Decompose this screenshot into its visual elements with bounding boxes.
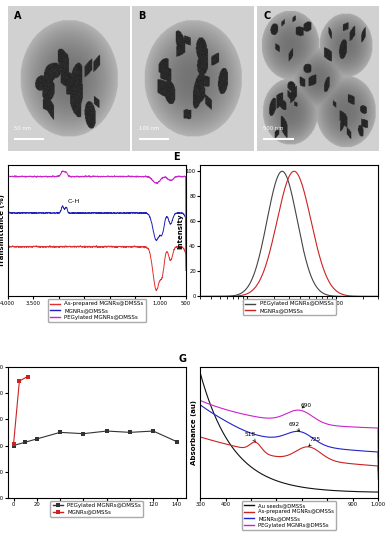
Legend: PEGylated MGNRs@DMSSs, MGNRs@DMSSs: PEGylated MGNRs@DMSSs, MGNRs@DMSSs bbox=[51, 501, 143, 517]
X-axis label: Time (h): Time (h) bbox=[80, 510, 113, 516]
Text: 725: 725 bbox=[309, 437, 320, 446]
Text: C–H: C–H bbox=[68, 199, 80, 204]
Y-axis label: Intensity: Intensity bbox=[177, 213, 183, 249]
Text: 690: 690 bbox=[300, 403, 311, 408]
Text: E: E bbox=[173, 152, 180, 162]
Text: C: C bbox=[263, 11, 271, 21]
Text: 500 nm: 500 nm bbox=[263, 126, 284, 130]
Text: B: B bbox=[139, 11, 146, 21]
X-axis label: Particle size (nm): Particle size (nm) bbox=[254, 309, 324, 314]
Text: 100 nm: 100 nm bbox=[139, 126, 159, 130]
Text: A: A bbox=[14, 11, 21, 21]
Y-axis label: Absorbance (au): Absorbance (au) bbox=[191, 400, 197, 465]
X-axis label: Wavelength (nm): Wavelength (nm) bbox=[255, 510, 323, 516]
Text: 692: 692 bbox=[289, 422, 300, 431]
Legend: As-prepared MGNRs@DMSSs, MGNRs@DMSSs, PEGylated MGNRs@DMSSs: As-prepared MGNRs@DMSSs, MGNRs@DMSSs, PE… bbox=[48, 299, 146, 322]
Legend: PEGylated MGNRs@DMSSs, MGNRs@DMSSs: PEGylated MGNRs@DMSSs, MGNRs@DMSSs bbox=[243, 299, 335, 315]
Y-axis label: Transmittance (%): Transmittance (%) bbox=[0, 194, 5, 267]
Text: G: G bbox=[179, 354, 187, 364]
X-axis label: Wavelength (cm⁻¹): Wavelength (cm⁻¹) bbox=[59, 309, 134, 315]
Text: 50 nm: 50 nm bbox=[14, 126, 31, 130]
Legend: Au seeds@DMSSs, As-prepared MGNRs@DMSSs, MGNRs@DMSSs, PEGylated MGNRs@DMSSs: Au seeds@DMSSs, As-prepared MGNRs@DMSSs,… bbox=[242, 501, 336, 530]
Text: 518: 518 bbox=[245, 432, 256, 442]
